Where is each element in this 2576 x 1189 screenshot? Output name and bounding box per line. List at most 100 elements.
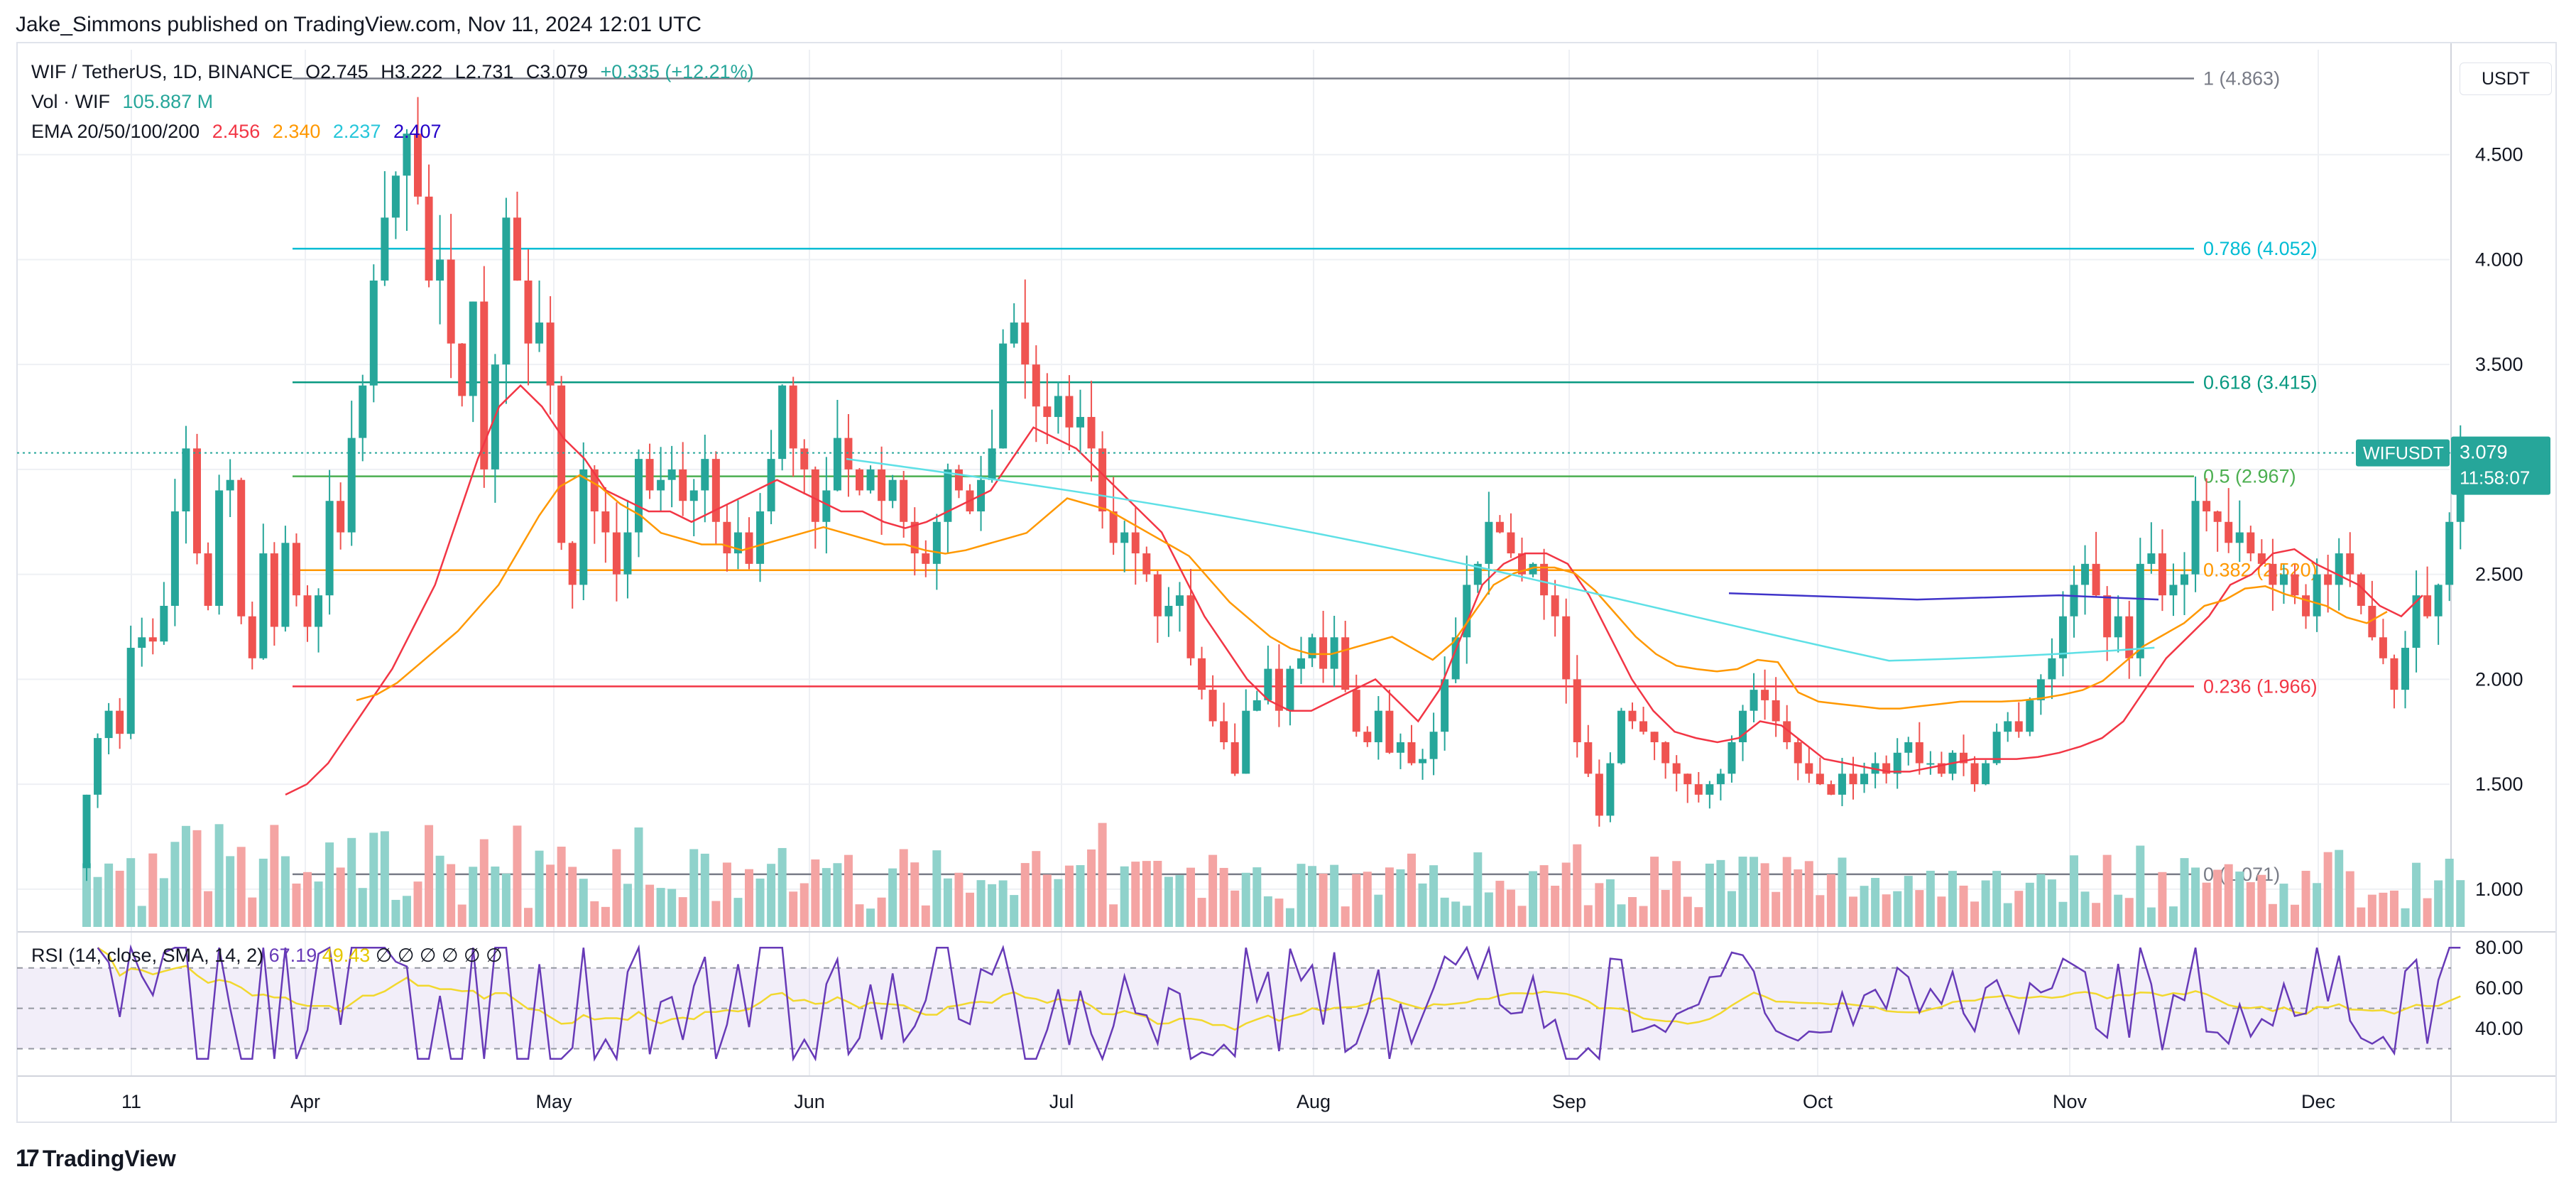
candle-body[interactable] (944, 469, 952, 522)
candle-body[interactable] (193, 448, 201, 554)
candle-body[interactable] (733, 532, 742, 554)
candle-body[interactable] (2335, 553, 2343, 585)
candle-body[interactable] (844, 438, 853, 469)
candle-body[interactable] (104, 710, 113, 739)
candle-body[interactable] (988, 448, 996, 480)
candle-body[interactable] (1827, 784, 1835, 795)
candle-body[interactable] (315, 595, 323, 627)
rsi-legend[interactable]: RSI (14, close, SMA, 14, 2) 67.19 49.43 … (31, 945, 503, 967)
candle-body[interactable] (667, 469, 676, 480)
candle-body[interactable] (182, 448, 190, 511)
candle-body[interactable] (1220, 721, 1228, 742)
candle-body[interactable] (1982, 763, 1990, 785)
candle-body[interactable] (1495, 521, 1504, 533)
candle-body[interactable] (833, 438, 841, 491)
candle-body[interactable] (359, 385, 367, 438)
candle-body[interactable] (1396, 742, 1404, 753)
candle-body[interactable] (579, 469, 588, 585)
candle-body[interactable] (701, 459, 709, 491)
candle-body[interactable] (1032, 364, 1040, 407)
candle-body[interactable] (2070, 585, 2078, 617)
candle-body[interactable] (612, 532, 621, 575)
candle-body[interactable] (2247, 532, 2255, 554)
candle-body[interactable] (2279, 574, 2288, 585)
candle-body[interactable] (2103, 595, 2112, 638)
candle-body[interactable] (2136, 563, 2144, 658)
ema-label[interactable]: EMA 20/50/100/200 (31, 121, 200, 142)
candle-body[interactable] (1794, 742, 1802, 764)
candle-body[interactable] (458, 343, 466, 396)
candle-body[interactable] (1992, 732, 2001, 764)
candle-body[interactable] (1230, 742, 1239, 774)
candle-body[interactable] (2257, 553, 2266, 564)
candle-body[interactable] (1485, 521, 1493, 564)
candle-body[interactable] (2026, 700, 2034, 732)
candle-body[interactable] (248, 616, 256, 658)
candle-body[interactable] (480, 301, 489, 469)
candle-body[interactable] (1164, 605, 1173, 617)
candle-body[interactable] (1573, 679, 1581, 742)
candle-body[interactable] (2191, 501, 2200, 575)
candle-body[interactable] (1010, 322, 1018, 344)
candle-body[interactable] (1540, 563, 1549, 596)
candle-body[interactable] (1131, 532, 1140, 554)
candle-body[interactable] (635, 459, 643, 533)
candle-body[interactable] (1507, 532, 1515, 554)
candle-body[interactable] (1120, 532, 1129, 543)
candle-body[interactable] (2235, 532, 2244, 543)
candle-body[interactable] (1518, 553, 1526, 575)
candle-body[interactable] (116, 710, 124, 734)
candle-body[interactable] (601, 511, 610, 533)
candle-body[interactable] (1065, 396, 1074, 428)
candle-body[interactable] (1639, 721, 1648, 732)
candle-body[interactable] (1672, 763, 1681, 774)
candle-body[interactable] (822, 490, 831, 522)
candle-body[interactable] (1904, 742, 1913, 753)
candle-body[interactable] (2036, 679, 2045, 700)
candle-body[interactable] (2412, 595, 2421, 648)
candle-body[interactable] (1694, 784, 1703, 795)
volume-legend[interactable]: Vol · WIF 105.887 M (31, 91, 220, 113)
candle-body[interactable] (756, 511, 765, 564)
candle-body[interactable] (337, 501, 345, 533)
candle-body[interactable] (1661, 742, 1670, 764)
candle-body[interactable] (1960, 752, 1968, 764)
candle-body[interactable] (414, 134, 422, 197)
candle-body[interactable] (391, 175, 400, 218)
candle-body[interactable] (2181, 574, 2188, 585)
candle-body[interactable] (1915, 742, 1923, 764)
candle-body[interactable] (1419, 759, 1427, 764)
candle-body[interactable] (922, 553, 930, 564)
candle-body[interactable] (878, 469, 886, 501)
candle-body[interactable] (1286, 668, 1294, 711)
candle-body[interactable] (2390, 658, 2398, 690)
candle-body[interactable] (1882, 763, 1891, 774)
candle-body[interactable] (94, 738, 102, 795)
candle-body[interactable] (1043, 406, 1052, 418)
candle-body[interactable] (811, 469, 819, 522)
candle-body[interactable] (1562, 616, 1571, 680)
candle-body[interactable] (932, 521, 941, 564)
candle-body[interactable] (2225, 521, 2233, 543)
candle-body[interactable] (1683, 773, 1692, 785)
candle-body[interactable] (2092, 563, 2100, 596)
candle-body[interactable] (900, 479, 908, 522)
candle-body[interactable] (1860, 773, 1869, 785)
candle-body[interactable] (1275, 668, 1283, 711)
candle-body[interactable] (502, 217, 511, 365)
candle-body[interactable] (623, 532, 632, 575)
candle-body[interactable] (2058, 616, 2067, 658)
candle-body[interactable] (1750, 690, 1758, 711)
candle-body[interactable] (789, 385, 797, 449)
candle-body[interactable] (1087, 417, 1096, 449)
candle-body[interactable] (270, 553, 278, 627)
candle-body[interactable] (1076, 417, 1084, 428)
candle-body[interactable] (1429, 732, 1438, 759)
candle-body[interactable] (557, 385, 566, 543)
candle-body[interactable] (1816, 773, 1824, 785)
candle-body[interactable] (126, 648, 135, 734)
last-price-tag[interactable] (2451, 436, 2550, 495)
candle-body[interactable] (1198, 658, 1206, 690)
candle-body[interactable] (689, 490, 698, 501)
